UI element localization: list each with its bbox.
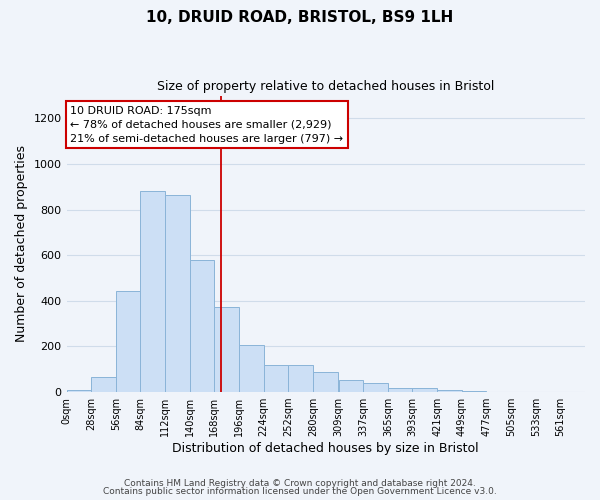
Bar bbox=[363, 383, 388, 392]
Bar bbox=[313, 372, 338, 392]
Bar bbox=[388, 388, 412, 392]
Bar bbox=[289, 364, 313, 392]
Text: Contains public sector information licensed under the Open Government Licence v3: Contains public sector information licen… bbox=[103, 487, 497, 496]
Bar bbox=[67, 390, 91, 392]
Bar bbox=[214, 306, 239, 392]
Bar bbox=[338, 380, 363, 392]
Text: 10 DRUID ROAD: 175sqm
← 78% of detached houses are smaller (2,929)
21% of semi-d: 10 DRUID ROAD: 175sqm ← 78% of detached … bbox=[70, 106, 343, 144]
Bar bbox=[264, 364, 289, 392]
Bar bbox=[437, 390, 462, 392]
Bar bbox=[239, 346, 264, 392]
Bar bbox=[91, 378, 116, 392]
Bar bbox=[116, 290, 140, 392]
Y-axis label: Number of detached properties: Number of detached properties bbox=[15, 146, 28, 342]
X-axis label: Distribution of detached houses by size in Bristol: Distribution of detached houses by size … bbox=[172, 442, 479, 455]
Title: Size of property relative to detached houses in Bristol: Size of property relative to detached ho… bbox=[157, 80, 494, 93]
Text: 10, DRUID ROAD, BRISTOL, BS9 1LH: 10, DRUID ROAD, BRISTOL, BS9 1LH bbox=[146, 10, 454, 25]
Text: Contains HM Land Registry data © Crown copyright and database right 2024.: Contains HM Land Registry data © Crown c… bbox=[124, 478, 476, 488]
Bar bbox=[412, 388, 437, 392]
Bar bbox=[165, 195, 190, 392]
Bar bbox=[140, 192, 165, 392]
Bar bbox=[190, 260, 214, 392]
